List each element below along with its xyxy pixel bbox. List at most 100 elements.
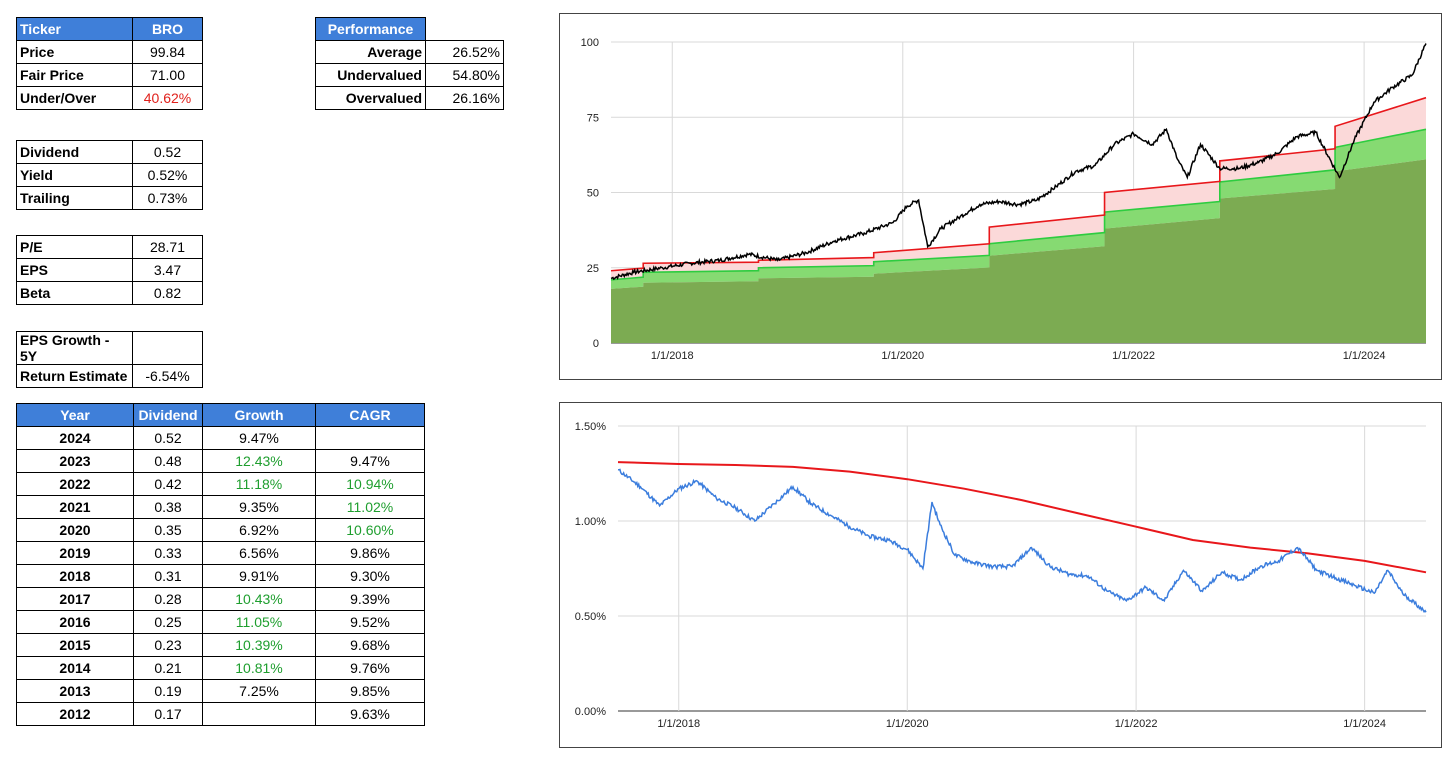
growth-cell: 11.05% [202, 610, 316, 634]
table-row: 2013 0.19 7.25% 9.85% [16, 679, 425, 703]
dividend-history-table: Year Dividend Growth CAGR 2024 0.52 9.47% 2… [16, 403, 425, 726]
dividend-cell: 0.42 [133, 472, 203, 496]
average-label: Average [315, 40, 426, 64]
year-cell: 2016 [16, 610, 134, 634]
y-tick-label: 0.50% [575, 611, 606, 623]
table-row: 2017 0.28 10.43% 9.39% [16, 587, 425, 611]
undervalued-value: 54.80% [425, 63, 504, 87]
x-tick-label: 1/1/2020 [881, 350, 924, 362]
dividend-yield-line [617, 468, 1427, 613]
y-tick-label: 100 [581, 37, 599, 49]
growth-cell: 9.91% [202, 564, 316, 588]
cagr-cell: 9.63% [315, 702, 425, 726]
performance-header-row: Performance [315, 17, 504, 41]
cagr-cell: 9.39% [315, 587, 425, 611]
overvalued-label: Overvalued [315, 86, 426, 110]
dividend-label: Dividend [16, 140, 133, 164]
dividend-cell: 0.25 [133, 610, 203, 634]
ticker-header-value: BRO [132, 17, 203, 41]
yield-chart: 0.00% 0.50% 1.00% 1.50% 1/1/2018 1/1/2020 1/1/… [559, 402, 1442, 748]
growth-cell: 7.25% [202, 679, 316, 703]
undervalued-label: Undervalued [315, 63, 426, 87]
fair-value-line [610, 128, 1427, 281]
y-tick-label: 0 [593, 338, 599, 350]
dividend-cell: 0.35 [133, 518, 203, 542]
cagr-cell: 9.85% [315, 679, 425, 703]
growth-cell: 10.39% [202, 633, 316, 657]
return-estimate-value: -6.54% [132, 364, 203, 388]
growth-table: EPS Growth - 5Y Return Estimate -6.54% [16, 331, 203, 388]
cagr-cell: 10.60% [315, 518, 425, 542]
table-row: 2015 0.23 10.39% 9.68% [16, 633, 425, 657]
year-cell: 2023 [16, 449, 134, 473]
table-row: EPS Growth - 5Y [16, 331, 203, 365]
yield-label: Yield [16, 163, 133, 187]
performance-header-blank [425, 17, 504, 41]
price-chart-svg: 0 25 50 75 100 1/1/2018 1/1/2020 1/1/2022 1/1/20… [581, 37, 1427, 362]
table-row: Trailing 0.73% [16, 186, 203, 210]
growth-cell [202, 702, 316, 726]
year-cell: 2021 [16, 495, 134, 519]
table-row: Fair Price 71.00 [16, 63, 203, 87]
eps-growth-value [132, 331, 203, 365]
dividend-cell: 0.19 [133, 679, 203, 703]
dividend-cell: 0.38 [133, 495, 203, 519]
table-row: Overvalued 26.16% [315, 86, 504, 110]
growth-cell: 12.43% [202, 449, 316, 473]
beta-label: Beta [16, 281, 133, 305]
table-row: Under/Over 40.62% [16, 86, 203, 110]
table-row: 2023 0.48 12.43% 9.47% [16, 449, 425, 473]
table-row: Yield 0.52% [16, 163, 203, 187]
table-row: Average 26.52% [315, 40, 504, 64]
dividend-table: Dividend 0.52 Yield 0.52% Trailing 0.73% [16, 140, 203, 210]
x-tick-label: 1/1/2022 [1112, 350, 1155, 362]
y-tick-label: 75 [587, 112, 599, 124]
x-tick-label: 1/1/2024 [1343, 718, 1386, 730]
cagr-header: CAGR [315, 403, 425, 427]
year-cell: 2020 [16, 518, 134, 542]
growth-cell: 11.18% [202, 472, 316, 496]
history-body: 2024 0.52 9.47% 2023 0.48 12.43% 9.47% 2022 0.42… [16, 426, 425, 726]
average-yield-line [617, 461, 1427, 574]
y-tick-label: 1.00% [575, 516, 606, 528]
x-tick-label: 1/1/2022 [1115, 718, 1158, 730]
growth-cell: 10.43% [202, 587, 316, 611]
table-row: 2021 0.38 9.35% 11.02% [16, 495, 425, 519]
growth-cell: 9.47% [202, 426, 316, 450]
year-cell: 2015 [16, 633, 134, 657]
dividend-cell: 0.28 [133, 587, 203, 611]
table-row: 2014 0.21 10.81% 9.76% [16, 656, 425, 680]
performance-table: Performance Average 26.52% Undervalued 5… [315, 17, 504, 110]
year-header: Year [16, 403, 134, 427]
table-row: 2016 0.25 11.05% 9.52% [16, 610, 425, 634]
price-chart: 0 25 50 75 100 1/1/2018 1/1/2020 1/1/2022 1/1/20… [559, 13, 1442, 380]
cagr-cell: 9.86% [315, 541, 425, 565]
table-row: 2024 0.52 9.47% [16, 426, 425, 450]
table-row: 2012 0.17 9.63% [16, 702, 425, 726]
cagr-cell: 9.30% [315, 564, 425, 588]
history-header-row: Year Dividend Growth CAGR [16, 403, 425, 427]
growth-cell: 10.81% [202, 656, 316, 680]
trailing-value: 0.73% [132, 186, 203, 210]
growth-header: Growth [202, 403, 316, 427]
pe-label: P/E [16, 235, 133, 259]
eps-growth-label: EPS Growth - 5Y [16, 331, 133, 365]
year-cell: 2024 [16, 426, 134, 450]
dividend-cell: 0.17 [133, 702, 203, 726]
price-value: 99.84 [132, 40, 203, 64]
table-row: 2019 0.33 6.56% 9.86% [16, 541, 425, 565]
eps-label: EPS [16, 258, 133, 282]
price-line [610, 43, 1427, 281]
table-row: 2018 0.31 9.91% 9.30% [16, 564, 425, 588]
cagr-cell: 9.52% [315, 610, 425, 634]
table-row: Undervalued 54.80% [315, 63, 504, 87]
dividend-cell: 0.48 [133, 449, 203, 473]
table-row: 2020 0.35 6.92% 10.60% [16, 518, 425, 542]
y-tick-label: 50 [587, 188, 599, 200]
x-tick-label: 1/1/2018 [657, 718, 700, 730]
cagr-cell: 9.47% [315, 449, 425, 473]
eps-value: 3.47 [132, 258, 203, 282]
ticker-table: Ticker BRO Price 99.84 Fair Price 71.00 … [16, 17, 203, 110]
cagr-cell: 11.02% [315, 495, 425, 519]
valuation-table: P/E 28.71 EPS 3.47 Beta 0.82 [16, 235, 203, 305]
